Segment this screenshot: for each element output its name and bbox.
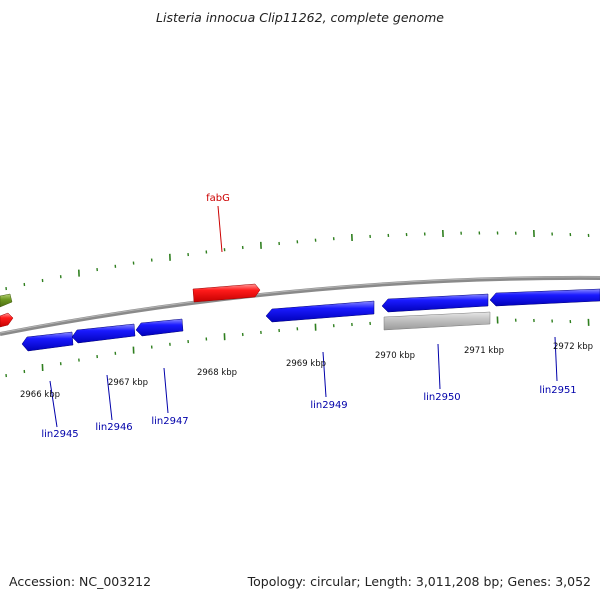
scale-label: 2971 kbp bbox=[464, 346, 504, 356]
gene-label-lin2950[interactable]: lin2950 bbox=[423, 392, 460, 403]
leader-lin2945 bbox=[49, 380, 58, 428]
leader-fabG bbox=[217, 205, 223, 253]
scale-label: 2967 kbp bbox=[108, 378, 148, 388]
gene-lin2946[interactable] bbox=[71, 323, 136, 344]
genome-backbone bbox=[0, 275, 600, 336]
scale-label: 2966 kbp bbox=[20, 390, 60, 400]
gene-red-left[interactable] bbox=[0, 312, 14, 328]
genome-backbone-highlight bbox=[0, 276, 600, 334]
gene-label-lin2945[interactable]: lin2945 bbox=[41, 429, 78, 440]
scale-label: 2968 kbp bbox=[197, 368, 237, 378]
scale-label: 2969 kbp bbox=[286, 359, 326, 369]
leader-lin2950 bbox=[437, 343, 441, 390]
scale-label: 2972 kbp bbox=[553, 342, 593, 352]
gene-label-fabG[interactable]: fabG bbox=[206, 193, 230, 204]
gene-lin2951[interactable] bbox=[489, 288, 600, 307]
accession-text: Accession: NC_003212 bbox=[9, 574, 152, 589]
gene-lin2950[interactable] bbox=[381, 293, 489, 313]
gene-olive[interactable] bbox=[0, 293, 13, 308]
leader-lin2951 bbox=[554, 336, 558, 382]
gene-fabG[interactable] bbox=[192, 283, 261, 303]
gene-gray[interactable] bbox=[383, 311, 491, 331]
scale-label: 2970 kbp bbox=[375, 351, 415, 361]
gene-features bbox=[0, 283, 600, 352]
gene-label-lin2947[interactable]: lin2947 bbox=[151, 416, 188, 427]
gene-label-lin2949[interactable]: lin2949 bbox=[310, 400, 347, 411]
gene-lin2947[interactable] bbox=[135, 318, 184, 337]
label-leaders bbox=[49, 205, 558, 428]
genome-summary-text: Topology: circular; Length: 3,011,208 bp… bbox=[247, 574, 591, 589]
gene-lin2945[interactable] bbox=[21, 331, 74, 352]
genome-title: Listeria innocua Clip11262, complete gen… bbox=[156, 10, 444, 25]
gene-lin2949[interactable] bbox=[265, 300, 375, 323]
gene-label-lin2946[interactable]: lin2946 bbox=[95, 422, 132, 433]
gene-label-lin2951[interactable]: lin2951 bbox=[539, 385, 576, 396]
leader-lin2946 bbox=[106, 374, 113, 421]
leader-lin2949 bbox=[322, 351, 327, 398]
leader-lin2947 bbox=[163, 367, 169, 414]
